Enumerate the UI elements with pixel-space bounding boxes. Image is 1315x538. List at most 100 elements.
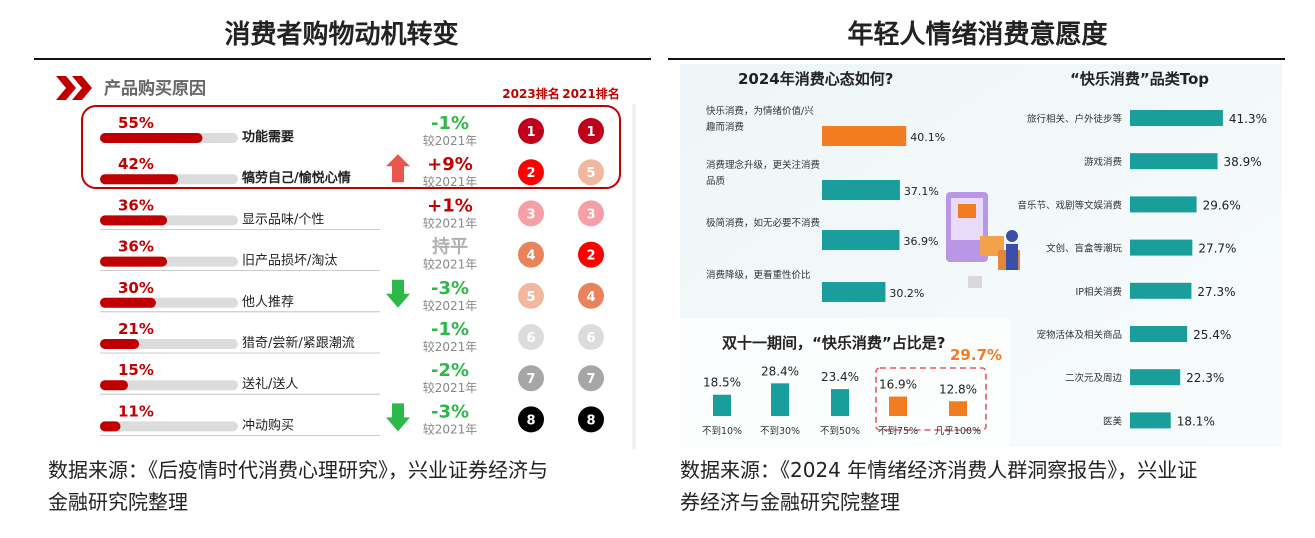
category-top-value-label: 38.9%	[1224, 155, 1262, 169]
mindset-value-label: 37.1%	[904, 185, 939, 198]
category-top-bar	[1130, 239, 1193, 256]
rank-2021-badge	[578, 118, 604, 144]
left-source-line-2: 金融研究院整理	[48, 490, 188, 514]
change-note: 较2021年	[423, 298, 478, 313]
left-panel-title: 消费者购物动机转变	[224, 20, 459, 50]
change-note: 较2021年	[423, 339, 478, 354]
bar-value-label: 21%	[118, 320, 154, 338]
rank-2023-value: 1	[526, 125, 535, 140]
double11-category-label: 不到30%	[760, 425, 800, 437]
mindset-category-label: 消费理念升级，更关注消费	[706, 159, 820, 171]
change-note: 较2021年	[423, 215, 478, 230]
mindset-value-label: 30.2%	[889, 287, 924, 300]
category-top-bar	[1130, 369, 1181, 386]
left-title-rule	[34, 58, 651, 60]
bar	[100, 339, 140, 349]
change-value: -3%	[431, 278, 469, 299]
category-top-value-label: 22.3%	[1186, 371, 1224, 385]
category-top-bar	[1130, 196, 1197, 213]
rank-2023-badge	[518, 159, 544, 186]
rank-2023-badge	[518, 200, 544, 227]
bar-value-label: 36%	[118, 196, 154, 214]
change-note: 较2021年	[423, 380, 478, 395]
up-arrow-icon	[386, 154, 410, 183]
change-value: +9%	[427, 154, 473, 175]
rank-2023-value: 3	[526, 207, 535, 222]
double11-bar	[889, 396, 907, 416]
rank-2021-badge	[578, 324, 604, 350]
change-note: 较2021年	[423, 257, 478, 272]
mindset-value-label: 40.1%	[910, 131, 945, 144]
double11-total: 29.7%	[950, 346, 1002, 364]
bar-value-label: 30%	[118, 279, 154, 297]
category-label: 显示品味/个性	[242, 212, 324, 227]
change-value: -2%	[431, 360, 469, 381]
rank-2021-value: 7	[586, 372, 595, 387]
mindset-chart-title: 2024年消费心态如何?	[738, 70, 893, 88]
double11-value-label: 16.9%	[879, 378, 917, 392]
bar	[100, 174, 179, 185]
rank-2023-value: 7	[526, 372, 535, 387]
double11-category-label: 几乎100%	[935, 426, 981, 437]
category-top-bar	[1130, 282, 1192, 299]
rank-2021-value: 1	[586, 125, 595, 140]
change-note: 较2021年	[423, 133, 478, 148]
right-panel-title: 年轻人情绪消费意愿度	[847, 20, 1108, 50]
category-label: 送礼/送人	[242, 376, 298, 392]
category-top-label: 音乐节、戏剧等文娱消费	[1017, 199, 1122, 211]
category-top-label: 文创、盲盒等潮玩	[1046, 243, 1123, 255]
change-value: 持平	[432, 236, 468, 258]
double11-value-label: 12.8%	[939, 382, 977, 396]
change-value: +1%	[427, 195, 473, 216]
category-top-bar	[1130, 326, 1188, 342]
rank-2023-badge	[518, 241, 544, 268]
mindset-category-label: 快乐消费，为情绪价值/兴	[706, 105, 814, 117]
category-top-value-label: 27.7%	[1198, 242, 1236, 256]
bar-track	[100, 421, 238, 432]
mindset-value-label: 36.9%	[903, 235, 938, 248]
category-top-label: IP相关消费	[1075, 286, 1122, 298]
mindset-bar	[822, 230, 900, 250]
mindset-bar	[822, 126, 907, 146]
left-source-line-1: 数据来源：《后疫情时代消费心理研究》，兴业证券经济与	[48, 458, 548, 482]
category-label: 他人推荐	[242, 295, 294, 310]
rank-2021-badge	[578, 241, 604, 268]
bar-track	[100, 380, 238, 391]
bar	[100, 256, 168, 267]
right-source-line-2: 券经济与金融研究院整理	[680, 490, 900, 514]
rank-2021-value: 6	[586, 331, 595, 346]
double11-category-label: 不到10%	[702, 425, 742, 437]
category-top-label: 宠物活体及相关商品	[1036, 329, 1122, 341]
category-chart-title: “快乐消费”品类Top	[1070, 70, 1209, 88]
double11-section-background	[680, 318, 1010, 447]
double11-bar	[949, 401, 967, 416]
bar-value-label: 11%	[118, 402, 154, 420]
double11-bar	[831, 389, 849, 416]
shopping-illustration	[946, 192, 1020, 288]
double11-category-label: 不到75%	[878, 425, 918, 437]
category-top-bar	[1130, 110, 1223, 126]
category-top-value-label: 29.6%	[1203, 198, 1241, 212]
category-top-label: 游戏消费	[1084, 156, 1122, 168]
mindset-bar	[822, 180, 900, 200]
double11-bar	[713, 394, 731, 416]
rank-2023-badge	[518, 118, 544, 144]
category-label: 猎奇/尝新/紧跟潮流	[242, 335, 355, 351]
change-value: -1%	[431, 113, 469, 134]
category-top-value-label: 25.4%	[1193, 328, 1231, 342]
double11-category-label: 不到50%	[820, 425, 860, 437]
bar	[100, 297, 156, 308]
rank-2021-value: 5	[586, 166, 595, 181]
chart-header: 产品购买原因	[104, 78, 206, 99]
bar	[100, 215, 168, 226]
rank-2021-badge	[578, 159, 604, 186]
double11-highlight-box	[875, 367, 987, 431]
mindset-bar	[822, 282, 886, 302]
right-source-note: 数据来源：《2024 年情绪经济消费人群洞察报告》，兴业证 券经济与金融研究院整…	[680, 454, 1280, 518]
category-top-value-label: 27.3%	[1197, 285, 1235, 299]
bar	[100, 380, 128, 391]
header-chevron-icon	[56, 76, 92, 100]
rank-2023-header: 2023排名	[502, 86, 559, 101]
mindset-category-label: 消费降级，更看重性价比	[706, 269, 811, 281]
